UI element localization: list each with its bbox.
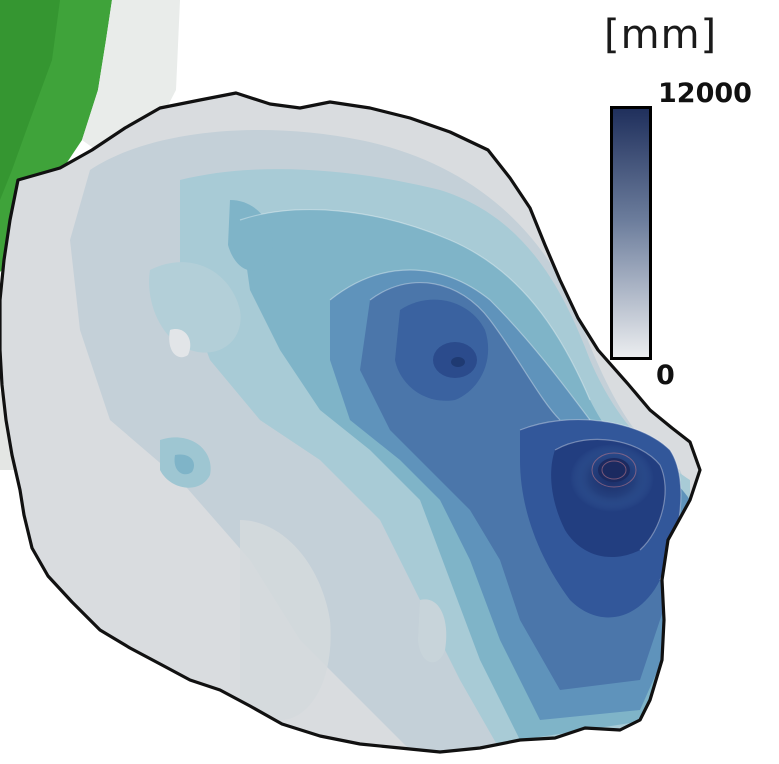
- colorbar-fill: [612, 108, 650, 358]
- island-rainfall: [0, 93, 700, 752]
- island-outline: [0, 91, 702, 754]
- legend-max-label: 12000: [658, 78, 752, 109]
- colorbar-frame: [610, 106, 652, 360]
- legend-unit-label: [mm]: [604, 12, 718, 58]
- legend-min-label: 0: [656, 360, 675, 391]
